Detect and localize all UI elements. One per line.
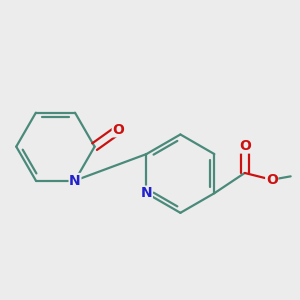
Text: O: O	[266, 173, 278, 187]
Text: N: N	[69, 174, 81, 188]
Text: N: N	[141, 186, 152, 200]
Text: O: O	[112, 123, 124, 137]
Text: O: O	[239, 139, 251, 153]
